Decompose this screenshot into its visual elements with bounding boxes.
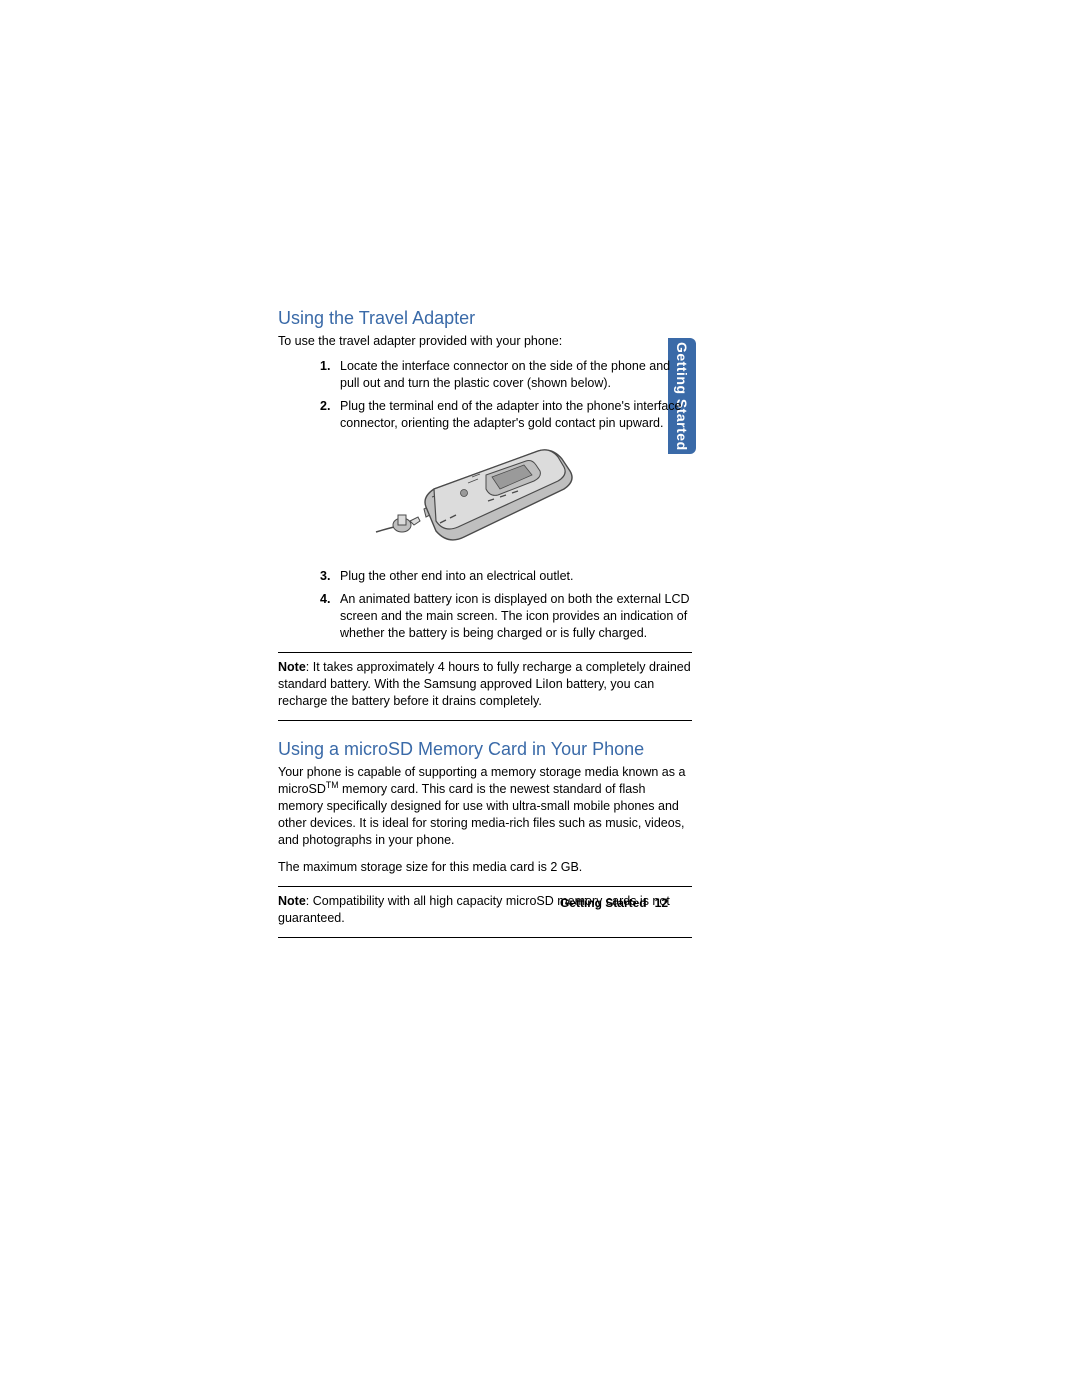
list-item-number: 1. <box>320 358 340 392</box>
section2-heading: Using a microSD Memory Card in Your Phon… <box>278 739 692 760</box>
divider <box>278 886 692 887</box>
page-content: Using the Travel Adapter To use the trav… <box>278 308 692 944</box>
page-footer: Getting Started 12 <box>278 896 668 910</box>
phone-illustration <box>368 437 578 557</box>
divider <box>278 937 692 938</box>
section1-heading: Using the Travel Adapter <box>278 308 692 329</box>
list-item-number: 4. <box>320 591 340 642</box>
list-item: 4. An animated battery icon is displayed… <box>320 591 692 642</box>
divider <box>278 720 692 721</box>
list-item-number: 2. <box>320 398 340 432</box>
section1-intro: To use the travel adapter provided with … <box>278 333 692 350</box>
tm-superscript: TM <box>326 780 339 790</box>
section2-para2: The maximum storage size for this media … <box>278 859 692 876</box>
list-item-text: Plug the other end into an electrical ou… <box>340 568 692 585</box>
section2-para1: Your phone is capable of supporting a me… <box>278 764 692 850</box>
note-text: : It takes approximately 4 hours to full… <box>278 660 691 708</box>
note-label: Note <box>278 660 306 674</box>
list-item-text: Locate the interface connector on the si… <box>340 358 692 392</box>
divider <box>278 652 692 653</box>
list-item-text: Plug the terminal end of the adapter int… <box>340 398 692 432</box>
list-item: 2. Plug the terminal end of the adapter … <box>320 398 692 432</box>
section1-note: Note: It takes approximately 4 hours to … <box>278 659 692 710</box>
section1-steps-top: 1. Locate the interface connector on the… <box>320 358 692 432</box>
section1-steps-bottom: 3. Plug the other end into an electrical… <box>320 568 692 642</box>
list-item: 3. Plug the other end into an electrical… <box>320 568 692 585</box>
para1-post: memory card. This card is the newest sta… <box>278 783 684 848</box>
list-item: 1. Locate the interface connector on the… <box>320 358 692 392</box>
list-item-text: An animated battery icon is displayed on… <box>340 591 692 642</box>
phone-adapter-figure <box>368 437 692 562</box>
footer-page-number: 12 <box>655 896 668 910</box>
footer-section: Getting Started <box>560 896 647 910</box>
list-item-number: 3. <box>320 568 340 585</box>
